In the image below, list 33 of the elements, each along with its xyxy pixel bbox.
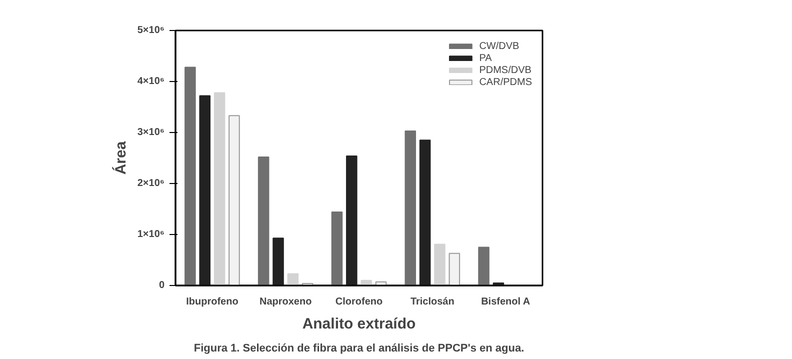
bar xyxy=(448,252,460,286)
bar xyxy=(346,155,358,286)
legend-label: PA xyxy=(479,52,493,64)
x-tick-label: Naproxeno xyxy=(259,296,312,308)
x-tick-label: Bisfenol A xyxy=(481,296,530,308)
y-tick-label: 5×10⁶ xyxy=(137,25,165,36)
bar xyxy=(258,156,270,286)
x-axis-title: Analito extraído xyxy=(302,316,416,332)
bar xyxy=(478,246,490,286)
y-tick-label: 0 xyxy=(158,280,165,291)
bar xyxy=(199,95,210,286)
bar xyxy=(228,115,240,286)
bar xyxy=(434,244,446,286)
y-tick-label: 4×10⁶ xyxy=(137,76,165,87)
y-axis-title: Área xyxy=(111,140,130,175)
bar xyxy=(331,212,343,286)
x-tick-label: Clorofeno xyxy=(335,296,383,308)
x-tick-label: Triclosán xyxy=(410,296,454,308)
bar xyxy=(272,238,284,286)
bar xyxy=(404,130,416,286)
x-tick-label: Ibuprofeno xyxy=(186,296,238,308)
text: Figura 1. Selección de fibra para el análisis de PPCP's en agua. xyxy=(194,342,524,354)
bar xyxy=(214,92,226,286)
bar xyxy=(360,280,372,286)
bar xyxy=(287,273,299,286)
bar xyxy=(419,140,431,286)
bar xyxy=(184,66,196,286)
legend-label: PDMS/DVB xyxy=(479,64,532,76)
y-tick-label: 2×10⁶ xyxy=(137,178,165,189)
legend-label: CW/DVB xyxy=(479,40,520,52)
y-tick-label: 3×10⁶ xyxy=(137,127,165,138)
y-tick-label: 1×10⁶ xyxy=(137,229,165,240)
legend-label: CAR/PDMS xyxy=(479,76,532,88)
